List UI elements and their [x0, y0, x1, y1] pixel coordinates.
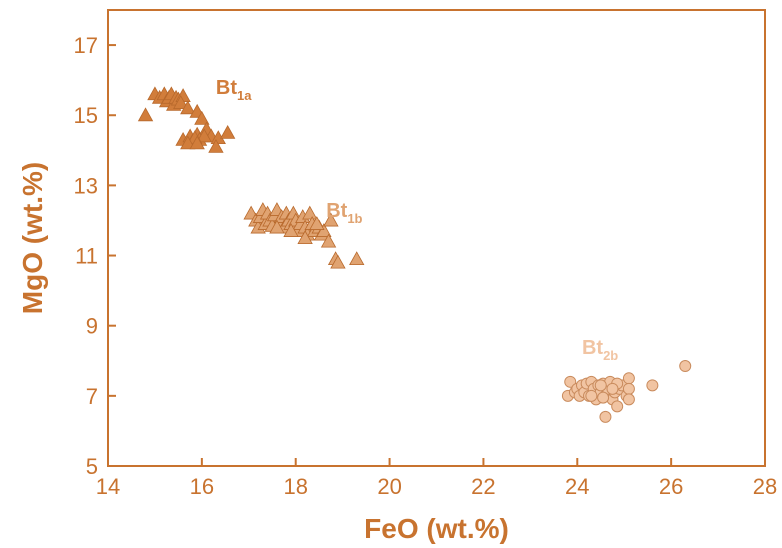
- y-tick-label: 9: [86, 314, 98, 339]
- data-point-bt2b: [597, 391, 610, 404]
- plot-frame: [107, 9, 766, 467]
- x-tick-label: 22: [471, 474, 495, 499]
- labels-layer: Bt1a Bt1b Bt2b: [216, 77, 618, 363]
- data-point-bt1b: [320, 233, 337, 248]
- x-tick-label: 14: [96, 474, 120, 499]
- data-point-bt2b: [611, 400, 624, 413]
- x-tick-label: 26: [659, 474, 683, 499]
- data-point-bt1b: [283, 223, 299, 237]
- data-point-bt1b: [302, 205, 318, 220]
- data-point-bt2b: [564, 375, 577, 388]
- x-tick-label: 18: [283, 474, 307, 499]
- data-point-bt1b: [297, 230, 313, 245]
- data-point-bt1a: [219, 124, 236, 139]
- y-tick-label: 7: [86, 384, 98, 409]
- data-point-bt1a: [194, 110, 210, 125]
- data-point-bt1b: [316, 223, 332, 237]
- data-point-bt1a: [180, 100, 196, 115]
- series-label-bt1b: Bt1b: [326, 200, 362, 226]
- ticks-layer: 14 16 18 20 22 24 26 28 5 7 9 11 13 15 17: [74, 33, 778, 499]
- data-point-bt2b: [622, 382, 635, 395]
- data-point-bt2b: [646, 379, 659, 392]
- data-point-bt1a: [208, 138, 224, 153]
- data-point-bt2b: [622, 393, 635, 406]
- data-point-bt1a: [137, 107, 154, 122]
- data-point-bt1b: [330, 254, 346, 269]
- data-point-bt1a: [189, 135, 205, 150]
- x-tick-label: 28: [753, 474, 777, 499]
- data-point-bt2b: [622, 372, 635, 385]
- data-point-bt2b: [594, 379, 607, 392]
- series-label-bt1a: Bt1a: [216, 77, 252, 103]
- data-point-bt2b: [679, 360, 692, 373]
- data-point-bt1a: [180, 135, 196, 150]
- y-tick-label: 11: [75, 244, 98, 269]
- y-tick-label: 13: [74, 173, 98, 198]
- data-point-bt1b: [309, 216, 325, 230]
- y-tick-label: 17: [74, 33, 98, 58]
- data-point-bt2b: [606, 382, 619, 395]
- data-point-bt1a: [173, 95, 189, 109]
- x-axis-title: FeO (wt.%): [364, 513, 509, 544]
- x-tick-label: 24: [565, 474, 589, 499]
- y-tick-label: 5: [86, 454, 98, 479]
- series-label-bt2b: Bt2b: [582, 337, 618, 363]
- y-axis-title: MgO (wt.%): [17, 162, 48, 314]
- data-point-bt2b: [585, 389, 598, 402]
- points-layer: [137, 86, 692, 423]
- data-point-bt1b: [269, 219, 285, 234]
- data-point-bt1b: [349, 251, 365, 266]
- data-point-bt2b: [599, 410, 612, 423]
- x-tick-label: 20: [377, 474, 401, 499]
- data-point-bt1a: [196, 128, 212, 143]
- data-point-bt1b: [323, 212, 339, 227]
- y-tick-label: 15: [74, 103, 98, 128]
- x-tick-label: 16: [190, 474, 214, 499]
